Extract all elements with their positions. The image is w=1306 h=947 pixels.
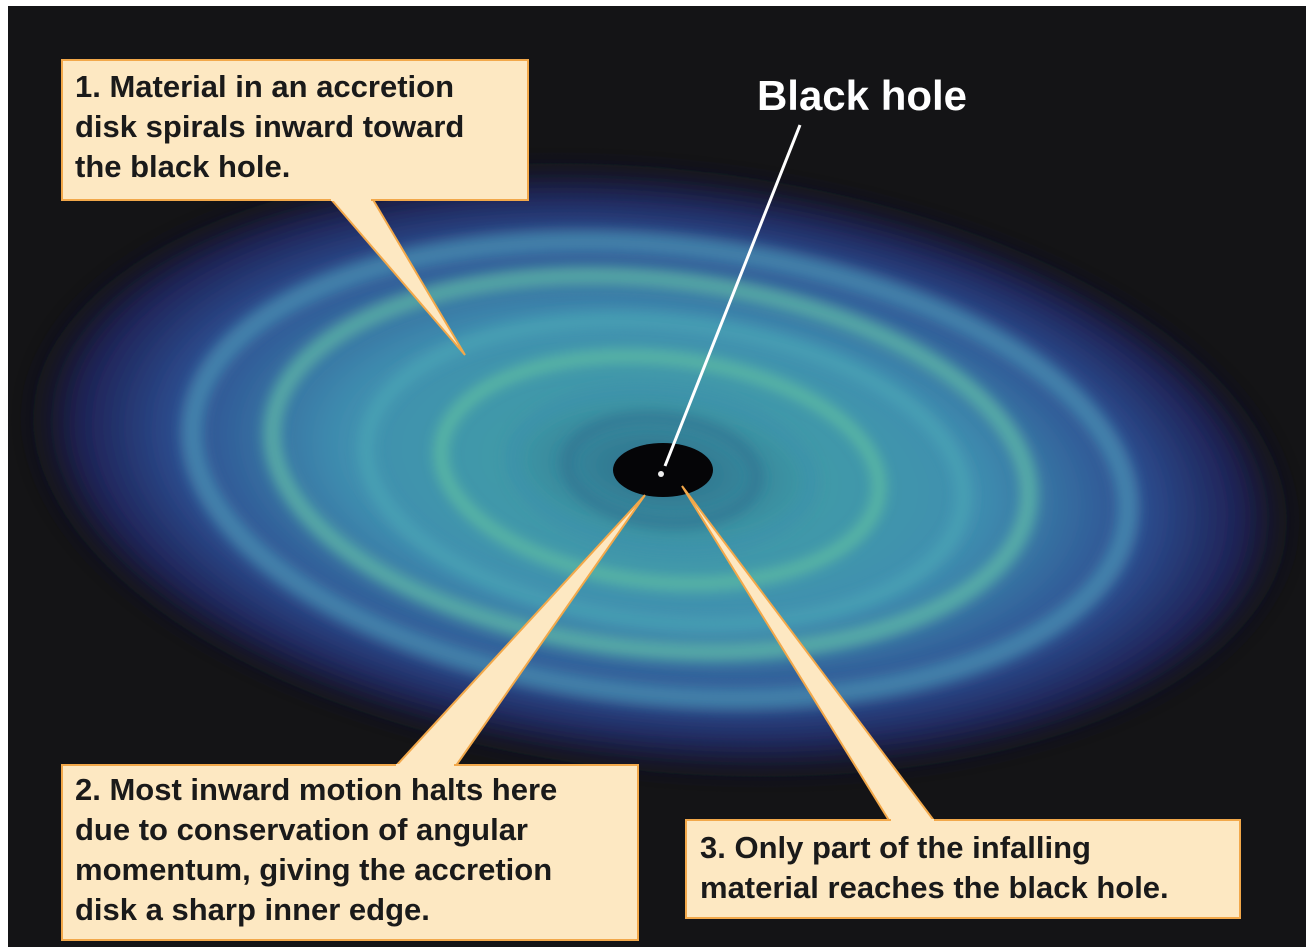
callout-box bbox=[61, 764, 639, 941]
callout-text: momentum, giving the accretion bbox=[75, 852, 552, 887]
callout-text: 3. Only part of the infalling bbox=[700, 830, 1091, 865]
callout-text: disk a sharp inner edge. bbox=[75, 892, 430, 927]
callout-box bbox=[685, 819, 1241, 919]
callout-2: 2. Most inward motion halts here due to … bbox=[61, 494, 646, 941]
callout-text: material reaches the black hole. bbox=[700, 870, 1169, 905]
accretion-disk bbox=[22, 164, 1298, 776]
callout-text: disk spirals inward toward bbox=[75, 109, 464, 144]
black-hole-pointer bbox=[663, 124, 802, 467]
callout-text: the black hole. bbox=[75, 149, 290, 184]
callout-text: 1. Material in an accretion bbox=[75, 69, 454, 104]
callout-box bbox=[61, 59, 529, 201]
black-hole bbox=[613, 443, 713, 497]
callout-1: 1. Material in an accretion disk spirals… bbox=[61, 59, 529, 356]
black-hole-label: Black hole bbox=[757, 72, 967, 119]
callout-3: 3. Only part of the infalling material r… bbox=[681, 485, 1241, 919]
callout-text: 2. Most inward motion halts here bbox=[75, 772, 557, 807]
callout-text: due to conservation of angular bbox=[75, 812, 528, 847]
